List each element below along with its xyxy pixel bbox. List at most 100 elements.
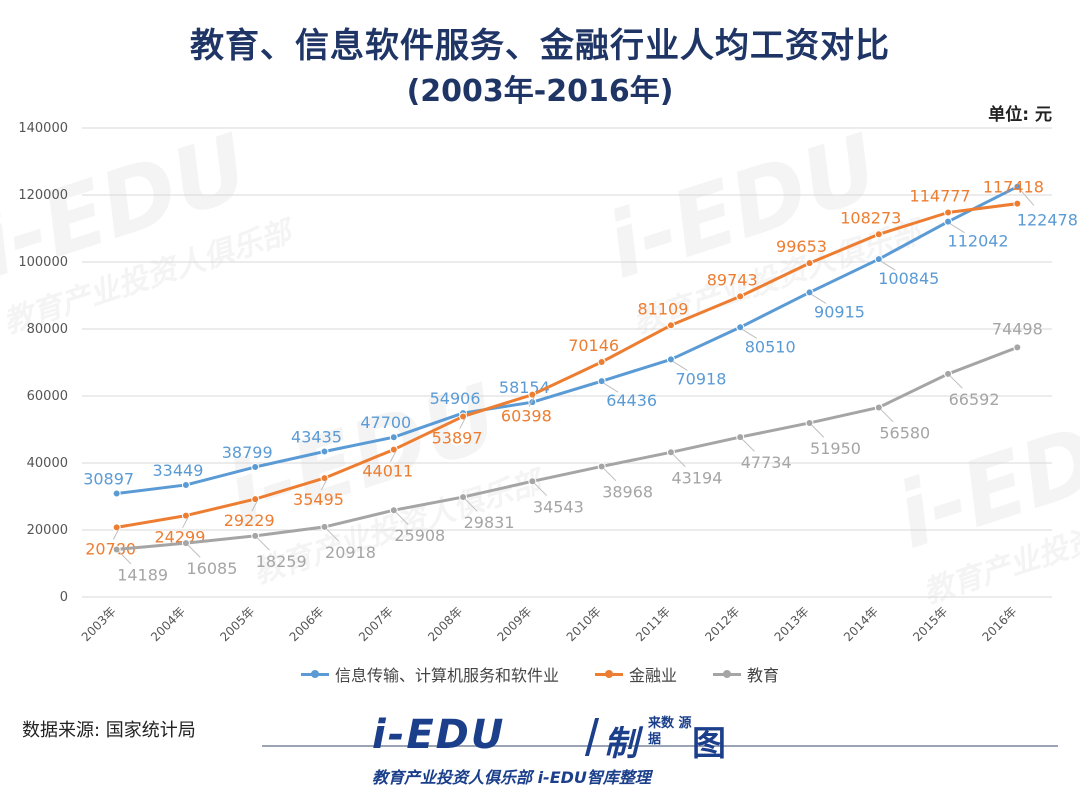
data-label-finance: 20780 (85, 539, 136, 558)
series-line-info (115, 185, 1019, 495)
legend-item-education[interactable]: 教育 (713, 662, 779, 686)
data-point-education (389, 506, 398, 515)
data-label-leader (741, 438, 755, 452)
data-label-leader (811, 294, 827, 304)
x-tick-label: 2011年 (633, 604, 673, 644)
x-tick-label: 2009年 (494, 604, 534, 644)
data-label-leader (949, 375, 963, 389)
legend-item-finance[interactable]: 金融业 (594, 662, 677, 686)
data-label-education: 29831 (464, 513, 515, 532)
data-label-info: 122478 (1017, 211, 1078, 230)
legend-swatch-finance (594, 669, 623, 678)
data-label-info: 54906 (430, 389, 481, 408)
data-label-leader (528, 396, 535, 407)
data-label-education: 38968 (602, 482, 653, 501)
data-label-finance: 114777 (910, 186, 971, 205)
data-point-info (944, 217, 953, 226)
data-label-leader (672, 360, 688, 371)
logo-tu: 图 (692, 724, 726, 764)
data-point-education (666, 448, 675, 457)
data-point-finance (736, 292, 745, 301)
x-tick-label: 2012年 (702, 604, 742, 644)
data-point-finance (805, 259, 814, 268)
data-point-finance (874, 230, 883, 239)
data-label-leader (251, 500, 258, 512)
data-point-education (459, 493, 468, 502)
y-tick-label: 120000 (18, 188, 68, 203)
series-line-finance (115, 202, 1019, 529)
data-point-info (320, 447, 329, 456)
data-label-info: 38799 (222, 443, 273, 462)
legend-label-education: 教育 (747, 666, 780, 685)
data-point-info (666, 355, 675, 364)
data-label-education: 51950 (810, 439, 861, 458)
chart-subtitle: (2003年-2016年) (406, 74, 674, 109)
data-label-education: 74498 (992, 319, 1043, 338)
data-point-education (112, 545, 121, 554)
data-label-leader (464, 498, 478, 512)
x-tick-label: 2004年 (148, 604, 188, 644)
legend-swatch-info (300, 669, 329, 678)
data-label-finance: 117418 (983, 178, 1044, 197)
data-point-education (320, 522, 329, 531)
data-point-education (1013, 343, 1022, 352)
data-label-leader (459, 418, 466, 429)
data-point-education (874, 403, 883, 412)
data-label-education: 20918 (325, 543, 376, 562)
legend-label-info: 信息传输、计算机服务和软件业 (334, 666, 559, 685)
brand-logo: i-EDU 制 来数 源据 图 教育产业投资人俱乐部 i-EDU智库整理 (372, 712, 752, 796)
x-tick-label: 2010年 (564, 604, 604, 644)
x-tick-label: 2013年 (772, 604, 812, 644)
data-label-info: 33449 (152, 461, 203, 480)
data-label-leader (672, 453, 686, 467)
data-label-education: 18259 (256, 552, 307, 571)
legend-item-info[interactable]: 信息传输、计算机服务和软件业 (300, 662, 559, 686)
x-tick-label: 2006年 (287, 604, 327, 644)
data-label-leader (118, 551, 132, 565)
chart-title: 教育、信息软件服务、金融行业人均工资对比 (190, 26, 890, 66)
y-tick-label: 60000 (27, 389, 68, 404)
data-label-info: 90915 (814, 302, 865, 321)
data-point-education (251, 531, 260, 540)
data-label-finance: 89743 (707, 270, 758, 289)
data-point-finance (597, 358, 606, 367)
x-tick-label: 2007年 (356, 604, 396, 644)
data-point-education (528, 477, 537, 486)
data-label-leader (534, 482, 548, 496)
data-label-info: 70918 (675, 369, 726, 388)
data-label-leader (112, 529, 120, 540)
data-label-info: 58154 (499, 378, 550, 397)
data-label-leader (326, 528, 340, 542)
data-label-education: 25908 (394, 526, 445, 545)
data-point-finance (320, 474, 329, 483)
data-label-education: 47734 (741, 453, 792, 472)
x-tick-label: 2003年 (79, 604, 119, 644)
data-label-info: 80510 (745, 337, 796, 356)
data-label-leader (320, 479, 327, 491)
data-point-finance (181, 511, 190, 520)
data-point-finance (459, 412, 468, 421)
data-point-info (251, 463, 260, 472)
line-chart: 0 20000 40000 60000 80000 100000 120000 140000 2… (18, 121, 1078, 644)
data-label-info: 30897 (83, 469, 134, 488)
data-point-education (736, 433, 745, 442)
data-label-leader (187, 544, 201, 558)
y-tick-label: 20000 (27, 523, 68, 538)
data-label-info: 112042 (948, 232, 1009, 251)
data-point-info (112, 489, 121, 498)
data-label-leader (880, 260, 896, 271)
data-label-education: 66592 (949, 390, 1000, 409)
data-point-education (597, 462, 606, 471)
data-label-leader (256, 537, 270, 551)
data-label-finance: 60398 (501, 407, 552, 426)
x-tick-label: 2008年 (425, 604, 465, 644)
data-label-finance: 29229 (224, 511, 275, 530)
data-point-info (597, 377, 606, 386)
data-label-education: 14189 (117, 565, 168, 584)
data-label-finance: 70146 (568, 336, 619, 355)
data-point-finance (944, 208, 953, 217)
x-tick-label: 2015年 (910, 604, 950, 644)
footer-divider (262, 745, 1058, 747)
data-label-leader (603, 468, 617, 482)
data-label-leader (390, 451, 397, 462)
